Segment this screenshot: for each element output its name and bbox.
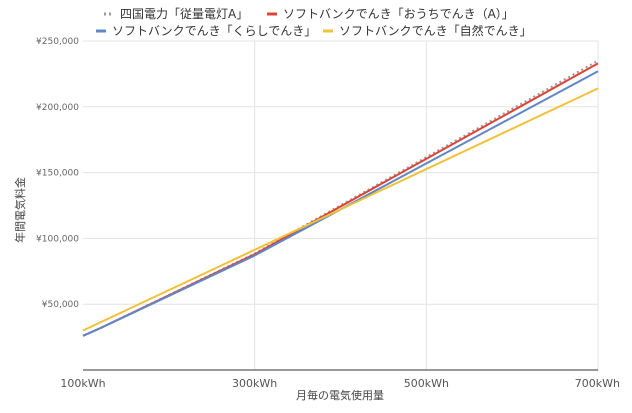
legend-label: ソフトバンクでんき「自然でんき」 (339, 23, 532, 38)
y-tick-label: ¥200,000 (36, 103, 79, 113)
y-tick-label: ¥50,000 (42, 300, 79, 310)
x-tick-label: 300kWh (232, 377, 277, 390)
series-line (82, 87, 599, 332)
gridlines (83, 40, 599, 371)
y-tick-label: ¥150,000 (36, 169, 79, 179)
x-tick-label: 500kWh (404, 377, 449, 390)
legend-label: ソフトバンクでんき「おうちでんき（A）」 (283, 7, 514, 21)
x-axis-ticks: 100kWh 300kWh 500kWh 700kWh (60, 377, 620, 390)
y-axis-title: 年間電気料金 (13, 177, 27, 243)
series-line (82, 70, 599, 337)
series-lines (82, 59, 599, 337)
legend-label: ソフトバンクでんき「くらしでんき」 (112, 24, 316, 38)
x-axis-title: 月毎の電気使用量 (296, 388, 384, 402)
x-tick-label: 700kWh (575, 377, 620, 390)
y-axis-ticks: ¥50,000 ¥100,000 ¥150,000 ¥200,000 ¥250,000 (36, 37, 79, 310)
x-tick-label: 100kWh (60, 377, 105, 390)
y-tick-label: ¥100,000 (36, 234, 79, 244)
y-tick-label: ¥250,000 (36, 37, 79, 47)
legend-label: 四国電力「従量電灯A」 (120, 7, 248, 21)
legend: 四国電力「従量電灯A」 ソフトバンクでんき「おうちでんき（A）」ソフトバンクでんき… (96, 7, 532, 38)
